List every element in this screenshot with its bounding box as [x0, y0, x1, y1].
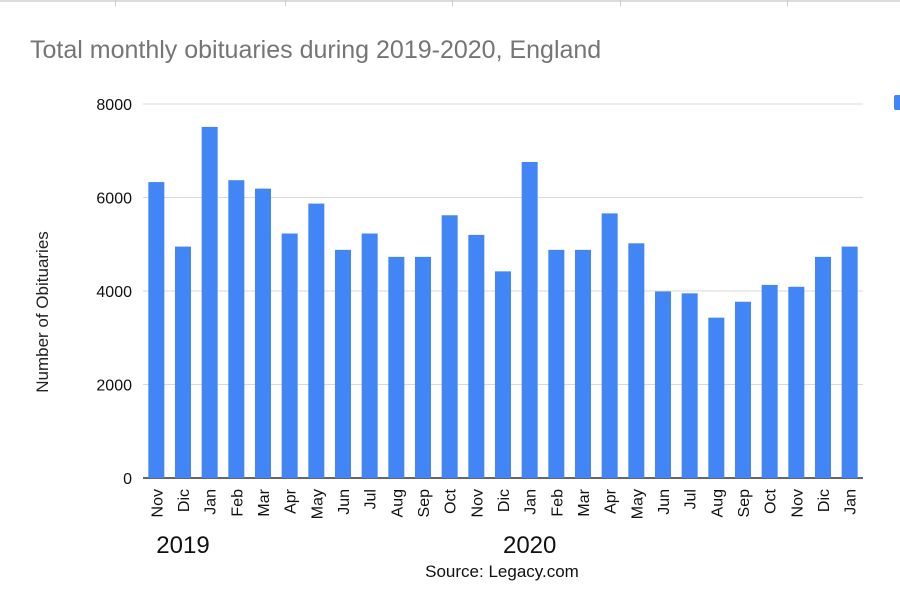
x-tick-label: Dic — [816, 489, 833, 512]
top-divider — [115, 0, 116, 6]
year-group-label: 2020 — [503, 532, 556, 559]
x-tick-label: Sep — [416, 489, 433, 518]
bar-series — [148, 126, 858, 478]
x-tick-label: Dic — [496, 489, 513, 512]
top-divider — [285, 0, 286, 6]
x-tick-label: Nov — [469, 489, 486, 517]
bar[interactable] — [601, 213, 618, 478]
top-divider — [620, 0, 621, 6]
x-tick-label: Jan — [203, 489, 220, 515]
source-note: Source: Legacy.com — [425, 562, 579, 581]
x-tick-label: Jun — [336, 489, 353, 515]
bar[interactable] — [681, 293, 698, 478]
legend-swatch[interactable] — [894, 95, 900, 110]
bar[interactable] — [841, 246, 858, 478]
x-tick-label: Jan — [523, 489, 540, 515]
bar[interactable] — [228, 180, 245, 478]
bar[interactable] — [815, 256, 831, 478]
x-tick-label: Apr — [603, 488, 620, 514]
y-tick-label: 4000 — [96, 284, 132, 301]
bar[interactable] — [628, 243, 645, 478]
bar[interactable] — [415, 256, 431, 478]
top-divider — [787, 0, 788, 6]
bar[interactable] — [575, 249, 591, 478]
bar[interactable] — [521, 161, 538, 478]
y-tick-label: 0 — [123, 471, 132, 488]
bar[interactable] — [441, 215, 458, 478]
x-tick-label: Feb — [229, 489, 246, 517]
bar[interactable] — [148, 182, 165, 478]
year-group-labels: 2019 2020 — [156, 532, 556, 559]
year-group-label: 2019 — [156, 532, 209, 559]
x-tick-label: Jun — [656, 489, 673, 515]
x-tick-label: Mar — [576, 488, 593, 516]
x-tick-label: Dic — [176, 489, 193, 512]
x-axis-ticks: Nov Dic Jan Feb Mar Apr May Jun Jul Aug Sep Oct Nov D… — [149, 488, 859, 519]
x-tick-label: Aug — [389, 489, 406, 517]
x-tick-label: Jul — [363, 489, 380, 509]
bar[interactable] — [201, 126, 218, 478]
y-tick-label: 8000 — [96, 97, 132, 114]
bar[interactable] — [281, 233, 298, 478]
y-tick-label: 2000 — [96, 378, 132, 395]
y-axis-ticks: 0 2000 4000 6000 8000 — [96, 97, 132, 488]
x-tick-label: Feb — [549, 489, 566, 517]
top-divider — [452, 0, 453, 6]
chart-title: Total monthly obituaries during 2019-202… — [30, 36, 602, 64]
bar[interactable] — [308, 203, 325, 478]
bar[interactable] — [388, 256, 405, 478]
bar[interactable] — [548, 249, 565, 478]
bar[interactable] — [708, 317, 725, 478]
y-tick-label: 6000 — [96, 191, 132, 208]
bar[interactable] — [468, 234, 485, 478]
bar[interactable] — [735, 301, 751, 478]
x-tick-label: Aug — [709, 489, 726, 517]
top-border — [0, 0, 900, 2]
bar[interactable] — [255, 188, 271, 478]
bar[interactable] — [761, 284, 778, 478]
x-tick-label: Oct — [443, 488, 460, 513]
x-tick-label: Jul — [683, 489, 700, 509]
x-tick-label: Sep — [736, 489, 753, 518]
x-tick-label: Jan — [843, 489, 860, 515]
bar[interactable] — [655, 291, 671, 478]
bar[interactable] — [175, 246, 191, 478]
x-tick-label: May — [309, 489, 326, 519]
bar[interactable] — [361, 233, 378, 478]
x-tick-label: Apr — [283, 488, 300, 514]
bar[interactable] — [495, 271, 511, 478]
x-tick-label: Nov — [149, 489, 166, 517]
x-tick-label: Nov — [789, 489, 806, 517]
x-tick-label: May — [629, 489, 646, 519]
y-axis-label: Number of Obituaries — [33, 231, 52, 393]
bar[interactable] — [335, 249, 351, 478]
x-tick-label: Oct — [763, 488, 780, 513]
bar[interactable] — [788, 286, 805, 478]
x-tick-label: Mar — [256, 488, 273, 516]
